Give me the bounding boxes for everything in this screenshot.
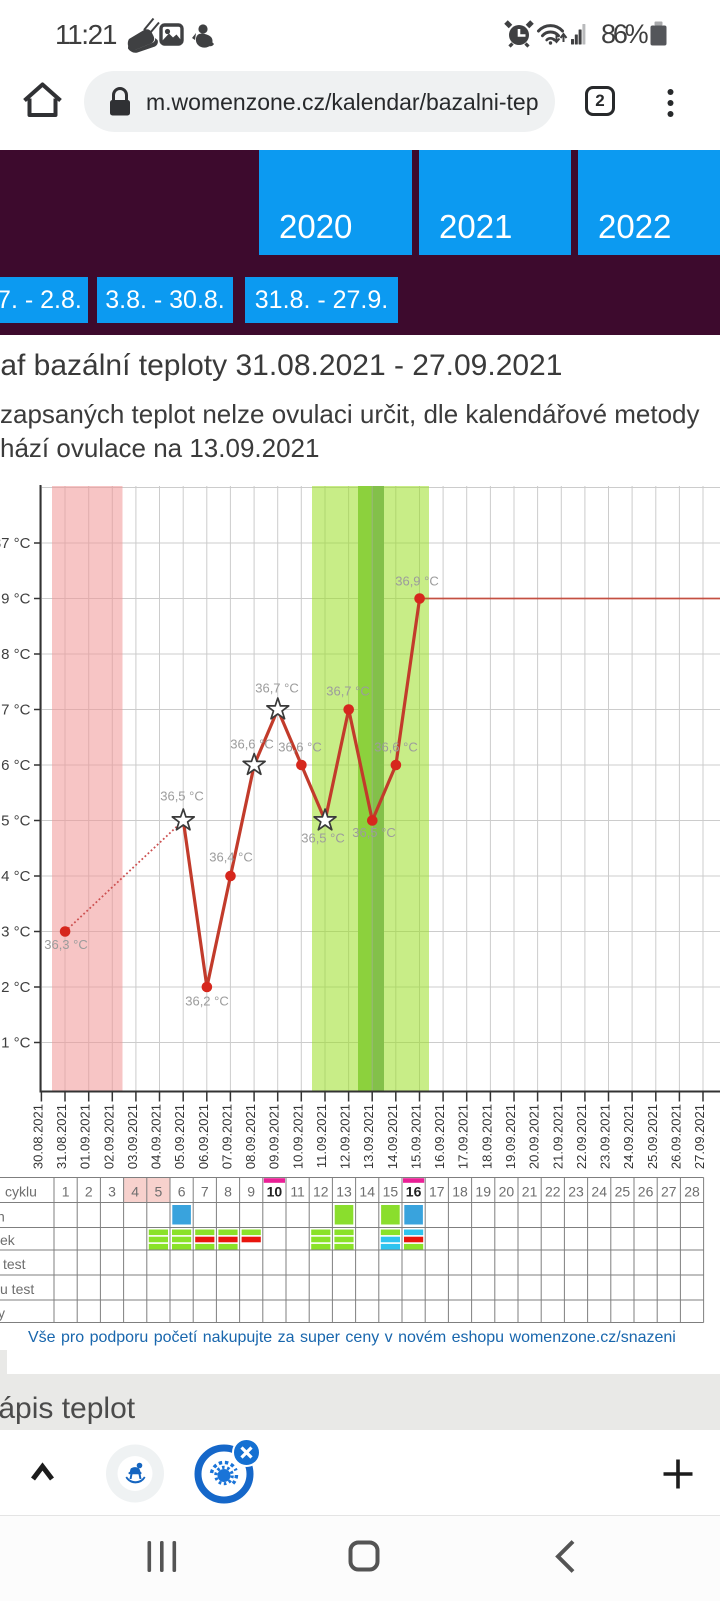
svg-text:13.09.2021: 13.09.2021 [361,1104,376,1169]
svg-text:17.09.2021: 17.09.2021 [456,1104,471,1169]
svg-text:u test: u test [0,1281,34,1297]
svg-text:36,6 °C: 36,6 °C [230,737,274,752]
svg-text:20.09.2021: 20.09.2021 [527,1104,542,1169]
svg-text:30.08.2021: 30.08.2021 [30,1104,45,1169]
svg-text:21: 21 [522,1184,538,1200]
svg-text:36,2 °C: 36,2 °C [0,979,31,996]
svg-text:36,8 °C: 36,8 °C [0,646,31,663]
svg-text:1: 1 [62,1184,70,1200]
svg-text:8: 8 [224,1184,232,1200]
svg-text:15: 15 [383,1184,399,1200]
svg-text:7: 7 [201,1184,209,1200]
svg-text:21.09.2021: 21.09.2021 [550,1104,565,1169]
svg-text:23: 23 [568,1184,584,1200]
svg-text:05.09.2021: 05.09.2021 [172,1104,187,1169]
svg-text:ek: ek [0,1232,16,1248]
svg-text:24: 24 [591,1184,607,1200]
svg-text:10.09.2021: 10.09.2021 [290,1104,305,1169]
svg-text:36,7 °C: 36,7 °C [255,681,299,696]
svg-text:01.09.2021: 01.09.2021 [78,1104,93,1169]
svg-text:22.09.2021: 22.09.2021 [574,1104,589,1169]
svg-text:36,7 °C: 36,7 °C [326,684,370,699]
svg-text:19: 19 [475,1184,491,1200]
svg-text:12: 12 [313,1184,329,1200]
svg-text:5: 5 [155,1184,163,1200]
svg-text:31.08.2021: 31.08.2021 [54,1104,69,1169]
svg-text:13: 13 [336,1184,352,1200]
svg-text:y: y [0,1305,5,1321]
svg-text:11: 11 [290,1184,305,1200]
svg-text:36,1 °C: 36,1 °C [0,1035,31,1052]
svg-text:36,5 °C: 36,5 °C [352,825,396,840]
svg-text:36,6 °C: 36,6 °C [0,757,31,774]
svg-text:17: 17 [429,1184,445,1200]
svg-text:36,3 °C: 36,3 °C [44,937,88,952]
svg-text:09.09.2021: 09.09.2021 [267,1104,282,1169]
svg-text:36,5 °C: 36,5 °C [301,831,345,846]
svg-text:28: 28 [684,1184,700,1200]
svg-text:9: 9 [247,1184,255,1200]
svg-text:36,3 °C: 36,3 °C [0,924,31,941]
svg-text:2: 2 [85,1184,93,1200]
svg-text:20: 20 [499,1184,515,1200]
svg-text:19.09.2021: 19.09.2021 [503,1104,518,1169]
svg-text:36,2 °C: 36,2 °C [185,994,229,1009]
svg-text:11.09.2021: 11.09.2021 [314,1104,329,1168]
svg-text:27: 27 [661,1184,677,1200]
svg-text:36,6 °C: 36,6 °C [374,740,418,755]
svg-text:18.09.2021: 18.09.2021 [479,1104,494,1169]
svg-text:36,5 °C: 36,5 °C [160,789,204,804]
svg-text:06.09.2021: 06.09.2021 [196,1104,211,1169]
svg-text:36,9 °C: 36,9 °C [395,574,439,589]
svg-text:36,9 °C: 36,9 °C [0,591,31,608]
svg-text:36,5 °C: 36,5 °C [0,813,31,830]
svg-text:16: 16 [406,1184,422,1200]
svg-text:25.09.2021: 25.09.2021 [645,1104,660,1169]
svg-text:14: 14 [359,1184,375,1200]
svg-text:03.09.2021: 03.09.2021 [125,1104,140,1169]
svg-text:36,7 °C: 36,7 °C [0,702,31,719]
svg-text:14.09.2021: 14.09.2021 [385,1104,400,1169]
svg-text:04.09.2021: 04.09.2021 [149,1104,164,1169]
svg-text:02.09.2021: 02.09.2021 [101,1104,116,1169]
svg-text:26.09.2021: 26.09.2021 [668,1104,683,1169]
svg-text:23.09.2021: 23.09.2021 [598,1104,613,1169]
svg-text:22: 22 [545,1184,561,1200]
svg-text:08.09.2021: 08.09.2021 [243,1104,258,1169]
svg-text:15.09.2021: 15.09.2021 [409,1104,424,1169]
svg-text:27.09.2021: 27.09.2021 [692,1104,707,1169]
svg-text:26: 26 [638,1184,654,1200]
svg-text:n: n [0,1209,5,1225]
svg-text:24.09.2021: 24.09.2021 [621,1104,636,1169]
svg-text:36,4 °C: 36,4 °C [0,868,31,885]
svg-text:6: 6 [178,1184,186,1200]
svg-text:36,6 °C: 36,6 °C [278,740,322,755]
svg-text:12.09.2021: 12.09.2021 [338,1104,353,1169]
svg-text:37 °C: 37 °C [0,535,31,552]
svg-text:07.09.2021: 07.09.2021 [219,1104,234,1169]
svg-text:test: test [3,1256,26,1272]
svg-text:4: 4 [131,1184,139,1200]
svg-text:10: 10 [267,1184,283,1200]
svg-text:3: 3 [108,1184,116,1200]
svg-text:18: 18 [452,1184,468,1200]
svg-text:cyklu: cyklu [5,1184,37,1200]
svg-text:25: 25 [615,1184,631,1200]
svg-text:36,4 °C: 36,4 °C [209,850,253,865]
svg-text:16.09.2021: 16.09.2021 [432,1104,447,1169]
